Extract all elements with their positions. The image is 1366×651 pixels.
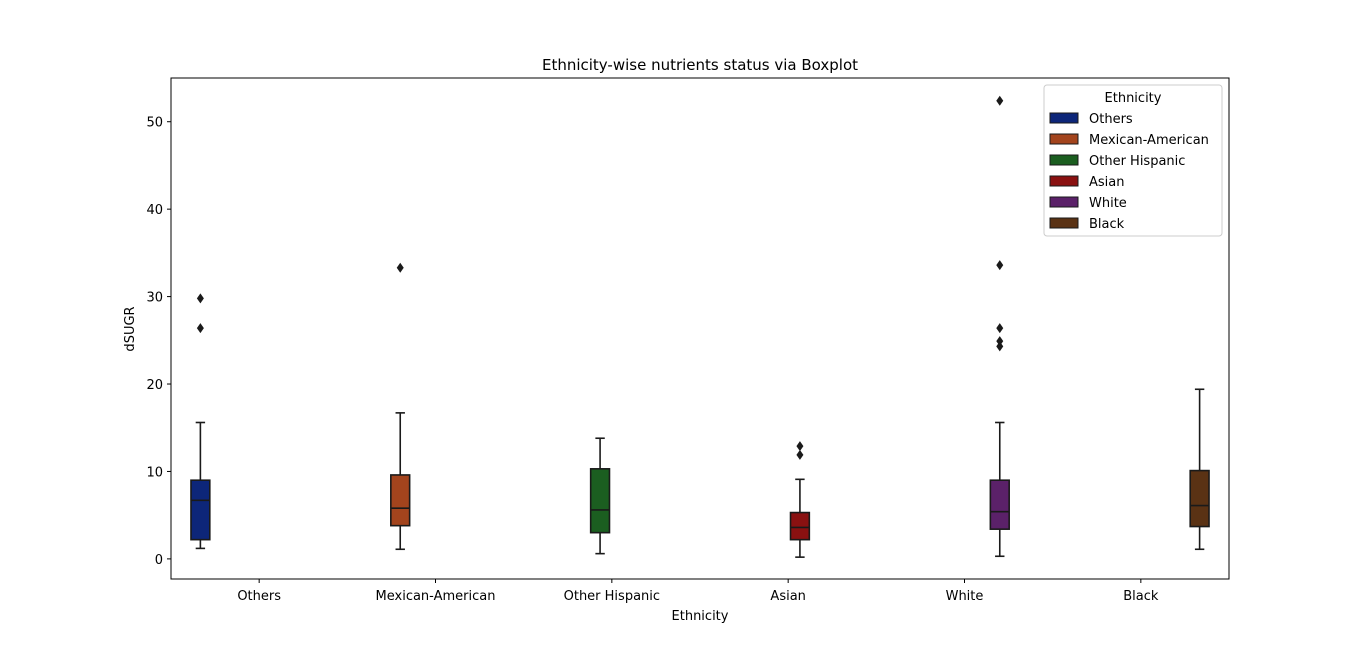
legend: Ethnicity Others Mexican-American Other His… <box>1043 84 1223 237</box>
legend-entry-label: Black <box>1089 217 1125 232</box>
outlier-point <box>996 95 1004 106</box>
plot-area-frame <box>170 77 1230 580</box>
box-group <box>989 95 1010 558</box>
x-tick-label: White <box>946 589 984 604</box>
box-group <box>589 437 611 555</box>
legend-swatch <box>1049 217 1079 229</box>
y-tick-label: 50 <box>146 116 163 131</box>
outlier-point <box>996 336 1004 347</box>
y-tick-label: 30 <box>146 291 163 306</box>
y-axis-label: dSUGR <box>123 306 138 351</box>
x-tick-label: Others <box>237 589 281 604</box>
outlier-point <box>996 341 1004 352</box>
outlier-point <box>996 260 1004 271</box>
legend-entry-label: Asian <box>1089 175 1124 190</box>
x-tick-label: Asian <box>770 589 805 604</box>
outlier-point <box>796 441 804 452</box>
iqr-box <box>989 479 1010 530</box>
legend-title: Ethnicity <box>1105 91 1162 106</box>
iqr-box <box>190 479 211 541</box>
iqr-box <box>390 474 411 527</box>
y-tick-label: 0 <box>155 553 163 568</box>
legend-swatch <box>1049 154 1079 166</box>
legend-entry-label: White <box>1089 196 1127 211</box>
legend-frame <box>1043 84 1223 237</box>
x-tick-label: Mexican-American <box>376 589 496 604</box>
outlier-point <box>196 293 204 304</box>
x-tick-label: Other Hispanic <box>564 589 660 604</box>
box-group <box>190 293 211 550</box>
iqr-box <box>1189 469 1210 528</box>
box-group <box>789 441 811 558</box>
legend-swatch <box>1049 196 1079 208</box>
iqr-box <box>589 468 611 534</box>
y-tick-label: 10 <box>146 465 163 480</box>
box-group <box>390 262 411 551</box>
chart-marks <box>190 95 1210 558</box>
x-axis: Others Mexican-American Other Hispanic Asia… <box>237 579 1159 604</box>
outlier-point <box>196 323 204 334</box>
box-group <box>1189 388 1210 551</box>
chart-title: Ethnicity-wise nutrients status via Boxp… <box>542 56 858 74</box>
y-axis: 0 10 20 30 40 50 <box>146 116 171 568</box>
outlier-point <box>396 262 404 273</box>
outlier-point <box>796 449 804 460</box>
x-tick-label: Black <box>1123 589 1159 604</box>
legend-swatch <box>1049 133 1079 145</box>
y-tick-label: 40 <box>146 203 163 218</box>
legend-swatch <box>1049 112 1079 124</box>
outlier-point <box>996 323 1004 334</box>
y-tick-label: 20 <box>146 378 163 393</box>
legend-entry-label: Other Hispanic <box>1089 154 1185 169</box>
legend-entry-label: Mexican-American <box>1089 133 1209 148</box>
legend-entry-label: Others <box>1089 112 1133 127</box>
x-axis-label: Ethnicity <box>672 609 729 624</box>
iqr-box <box>789 511 811 541</box>
legend-swatch <box>1049 175 1079 187</box>
